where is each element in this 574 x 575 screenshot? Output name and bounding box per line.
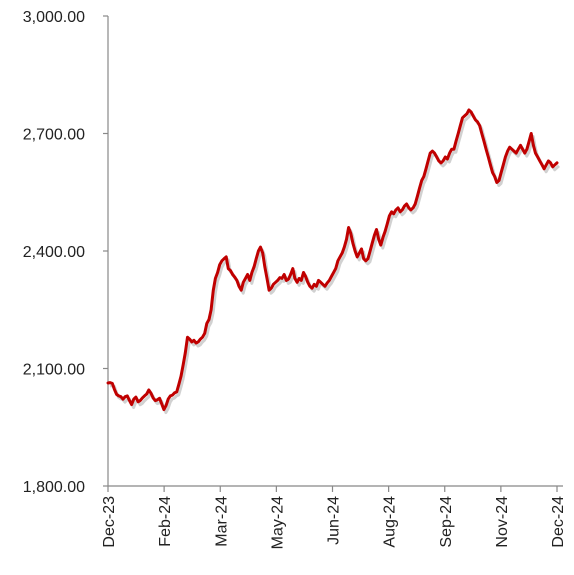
y-tick-label: 2,400.00 (23, 244, 85, 261)
x-tick-label: Sep-24 (438, 496, 455, 548)
y-axis-ticks: 1,800.00 2,100.00 2,400.00 2,700.00 3,000.00 (23, 9, 108, 496)
x-tick-label: Mar-24 (213, 496, 230, 547)
x-axis-ticks: Dec-23 Feb-24 Mar-24 May-24 Jun-24 Aug-24 Sep-… (101, 486, 567, 549)
y-tick-label: 3,000.00 (23, 9, 85, 26)
x-tick-label: Feb-24 (157, 496, 174, 547)
series-line (106, 108, 559, 412)
x-tick-label: May-24 (269, 496, 286, 549)
series-line-shadow (109, 111, 561, 415)
series-group (106, 108, 561, 415)
x-tick-label: Dec-23 (101, 496, 118, 548)
x-tick-label: Dec-24 (550, 496, 567, 548)
x-tick-label: Aug-24 (382, 496, 399, 548)
x-tick-label: Nov-24 (494, 496, 511, 548)
y-tick-label: 1,800.00 (23, 479, 85, 496)
y-tick-label: 2,700.00 (23, 127, 85, 144)
x-tick-label: Jun-24 (326, 496, 343, 545)
y-tick-label: 2,100.00 (23, 362, 85, 379)
